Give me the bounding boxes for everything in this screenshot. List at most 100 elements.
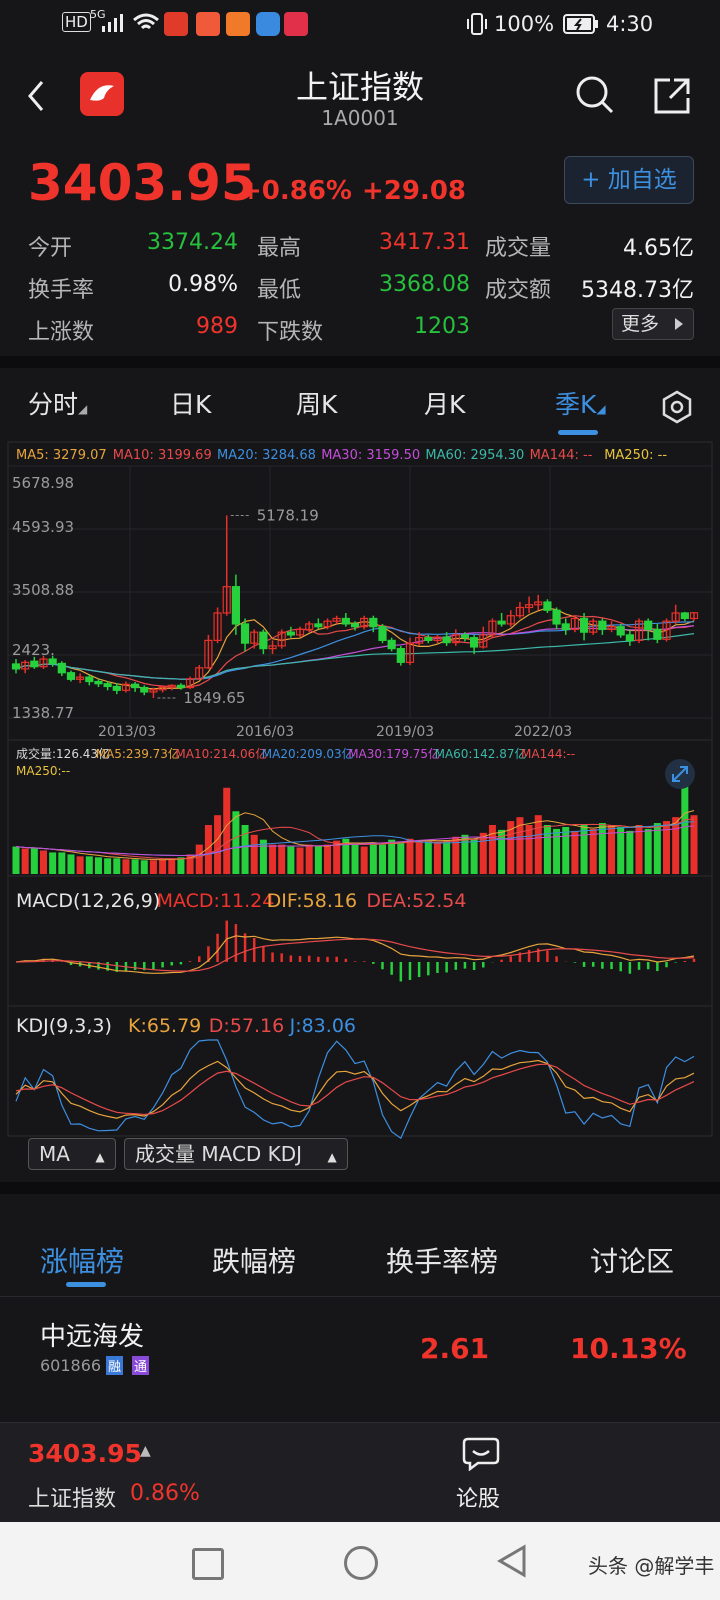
kline-chart-area[interactable]: MA5: 3279.07 MA10: 3199.69 MA20: 3284.68 MA… [0, 440, 720, 1140]
tab-turnover[interactable]: 换手率榜 [386, 1245, 499, 1278]
annotations: 5178.19 1849.65 [157, 506, 319, 707]
more-button[interactable]: 更多 [612, 308, 694, 340]
tab-intraday[interactable]: 分时◢ [28, 390, 88, 419]
tab-discussion[interactable]: 讨论区 [590, 1245, 675, 1278]
app-notification-icon [226, 12, 250, 36]
volume-legend-item: MA20:209.03亿 [262, 746, 354, 761]
more-label: 更多 [621, 313, 660, 335]
volume-bar [12, 846, 20, 874]
volume-bar [159, 859, 167, 874]
up-count-value: 989 [196, 314, 238, 339]
margin-tag: 融 [106, 1356, 124, 1375]
bottom-quote-bar: 3403.95 ▲ 上证指数 0.86% 论股 [0, 1422, 720, 1523]
down-count-value: 1203 [414, 314, 470, 339]
volume-bar [598, 823, 606, 874]
candle-body [378, 626, 387, 641]
volume-bar [39, 850, 47, 874]
settings-hexagon-icon[interactable] [660, 390, 694, 424]
tab-losers[interactable]: 跌幅榜 [212, 1245, 297, 1278]
active-tab-indicator [558, 430, 598, 435]
volume-bar [131, 859, 139, 874]
hd-badge: HD [62, 12, 91, 32]
search-icon[interactable] [574, 74, 616, 116]
candle-body [479, 634, 488, 648]
back-arrow-icon[interactable] [24, 78, 50, 114]
back-triangle-icon[interactable] [496, 1544, 528, 1578]
volume-legend: 成交量:126.43亿MA5:239.73亿MA10:214.06亿MA20:2… [8, 739, 712, 778]
tab-quarterly-k[interactable]: 季K◢ [555, 390, 606, 419]
forum-label[interactable]: 论股 [456, 1487, 501, 1512]
tab-daily-k[interactable]: 日K [170, 390, 212, 419]
macd-histogram [23, 920, 696, 982]
stock-code: 1A0001 [321, 106, 399, 130]
volume-bar [223, 787, 231, 874]
add-watchlist-button[interactable]: + 加自选 [564, 156, 694, 204]
sub-indicator-select[interactable]: 成交量 MACD KDJ ▲ [124, 1138, 348, 1170]
wifi-icon [133, 13, 159, 30]
chat-bubble-icon[interactable] [462, 1435, 500, 1471]
candle-body [644, 620, 653, 631]
candle-body [305, 623, 314, 631]
volume-bar [498, 829, 506, 874]
ma-legend-item: MA60: 2954.30 [425, 448, 524, 463]
volume-bar [351, 844, 359, 874]
date-tick-label: 2016/03 [236, 724, 294, 740]
d-line [15, 1063, 695, 1116]
candle-body [671, 612, 680, 622]
list-item[interactable]: 中远海发 601866 融 通 2.61 10.13% [0, 1298, 720, 1398]
volume-bar [608, 825, 616, 874]
volume-bar [525, 825, 533, 874]
candle-body [103, 683, 112, 688]
candle-body [387, 639, 396, 650]
recents-square-icon[interactable] [192, 1548, 224, 1580]
candle-body [94, 680, 103, 685]
volume-bar [406, 838, 414, 874]
volume-bar [488, 825, 496, 874]
date-axis: 2013/03 2016/03 2019/03 2022/03 [98, 724, 572, 740]
candle-body [76, 676, 85, 680]
footer-index-name: 上证指数 [28, 1487, 117, 1512]
volume-bar [168, 858, 176, 874]
high-label: 最高 [257, 236, 302, 261]
kdj-legend-item: KDJ(9,3,3) [16, 1015, 112, 1037]
stock-price: 2.61 [420, 1332, 490, 1365]
candles [11, 515, 699, 698]
volume-bar [543, 825, 551, 874]
volume-bar [562, 826, 570, 874]
up-triangle-icon: ▲ [140, 1443, 151, 1459]
tab-weekly-k[interactable]: 周K [296, 390, 338, 419]
candle-body [195, 667, 204, 680]
candle-body [405, 642, 415, 663]
volume-bar [553, 828, 561, 874]
volume-bar [342, 838, 350, 874]
candle-body [112, 685, 121, 691]
vibrate-icon [467, 13, 487, 35]
candle-body [625, 634, 634, 641]
volume-bar [452, 836, 460, 874]
candle-body [149, 689, 158, 693]
active-rank-indicator [66, 1282, 106, 1287]
macd-legend-item: DIF:58.16 [267, 890, 357, 912]
volume-ma-line [15, 825, 695, 857]
candle-body [323, 620, 332, 628]
candle-body [433, 636, 442, 641]
share-icon[interactable] [652, 76, 692, 116]
volume-bar [259, 839, 267, 874]
volume-bar [232, 811, 240, 874]
home-circle-icon[interactable] [344, 1546, 378, 1580]
main-indicator-select[interactable]: MA ▲ [28, 1138, 116, 1170]
price-tick-label: 5678.98 [12, 474, 74, 492]
chevron-right-icon [675, 318, 683, 330]
candle-body [442, 636, 451, 644]
candle-body [589, 620, 598, 633]
candle-body [21, 661, 30, 670]
volume-legend-item: 成交量:126.43亿 [16, 746, 110, 761]
candle-body [680, 612, 689, 620]
candle-body [689, 612, 699, 620]
macd-legend-item: MACD(12,26,9) [16, 890, 160, 912]
j-line [15, 1039, 695, 1140]
tab-monthly-k[interactable]: 月K [424, 390, 466, 419]
tab-gainers[interactable]: 涨幅榜 [40, 1245, 125, 1278]
volume-bar [424, 839, 432, 874]
price-axis: 5678.98 4593.93 3508.88 2423. 1338.77 [12, 474, 74, 722]
